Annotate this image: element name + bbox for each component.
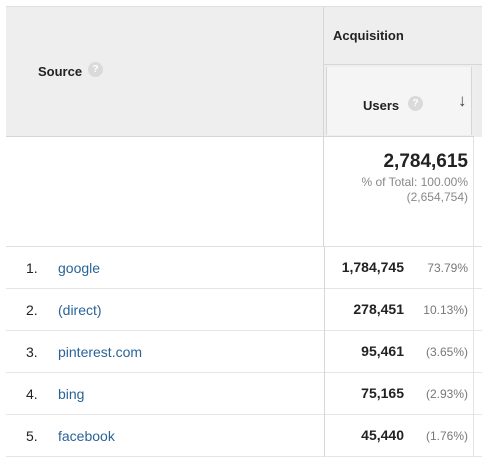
users-help-icon[interactable]: ? xyxy=(408,96,423,111)
table-row: 2. (direct) 278,451 10.13%) xyxy=(6,289,482,331)
acquisition-group-header: Acquisition xyxy=(324,7,482,65)
row-users: 278,451 xyxy=(353,301,404,317)
source-link[interactable]: facebook xyxy=(58,428,115,444)
next-column-edge xyxy=(473,415,474,457)
source-link[interactable]: pinterest.com xyxy=(58,344,143,360)
row-users: 95,461 xyxy=(361,343,404,359)
next-column-edge xyxy=(473,289,474,331)
acquisition-header-label: Acquisition xyxy=(333,28,404,43)
row-percent: (1.76%) xyxy=(425,429,468,443)
source-header-label: Source xyxy=(38,64,83,79)
users-header-label[interactable]: Users xyxy=(363,98,400,113)
table-row: 5. facebook 45,440 (1.76%) xyxy=(6,415,482,457)
sort-descending-icon[interactable]: ↓ xyxy=(458,91,467,110)
row-users: 45,440 xyxy=(361,427,404,443)
row-percent: (2.93%) xyxy=(425,387,468,401)
column-divider xyxy=(324,415,325,457)
column-divider xyxy=(324,373,325,415)
next-column-edge xyxy=(474,65,482,137)
row-rank: 4. xyxy=(26,386,38,402)
total-users-value: 2,784,615 xyxy=(383,151,468,172)
row-rank: 2. xyxy=(26,302,38,318)
row-users: 75,165 xyxy=(361,385,404,401)
column-divider xyxy=(324,289,325,331)
next-column-edge xyxy=(473,373,474,415)
total-percent-of-total: % of Total: 100.00% xyxy=(361,175,468,189)
column-divider xyxy=(324,247,325,289)
row-rank: 5. xyxy=(26,428,38,444)
row-rank: 1. xyxy=(26,260,38,276)
table-row: 4. bing 75,165 (2.93%) xyxy=(6,373,482,415)
users-header-cell[interactable]: Users ? ↓ xyxy=(326,67,472,135)
source-help-icon[interactable]: ? xyxy=(88,62,103,77)
analytics-table: Source ? Acquisition Users ? ↓ 2,784,615… xyxy=(6,6,482,457)
column-divider xyxy=(324,331,325,373)
table-row: 3. pinterest.com 95,461 (3.65%) xyxy=(6,331,482,373)
source-link[interactable]: bing xyxy=(58,386,85,402)
source-link[interactable]: google xyxy=(58,260,101,276)
next-column-edge xyxy=(473,247,474,289)
totals-users-cell: 2,784,615 % of Total: 100.00% (2,654,754… xyxy=(324,137,482,247)
next-column-edge xyxy=(473,331,474,373)
row-users: 1,784,745 xyxy=(341,259,404,275)
row-percent: (3.65%) xyxy=(425,345,468,359)
table-row: 1. google 1,784,745 73.79% xyxy=(6,247,482,289)
row-percent: 73.79% xyxy=(427,261,468,275)
source-column-header: Source ? xyxy=(6,7,324,137)
next-column-edge xyxy=(473,137,474,247)
source-link[interactable]: (direct) xyxy=(58,302,102,318)
total-overall-value: (2,654,754) xyxy=(406,190,468,204)
row-rank: 3. xyxy=(26,344,38,360)
users-column-header[interactable]: Users ? ↓ xyxy=(324,65,482,137)
totals-label-cell xyxy=(6,137,324,247)
row-percent: 10.13%) xyxy=(423,303,468,317)
